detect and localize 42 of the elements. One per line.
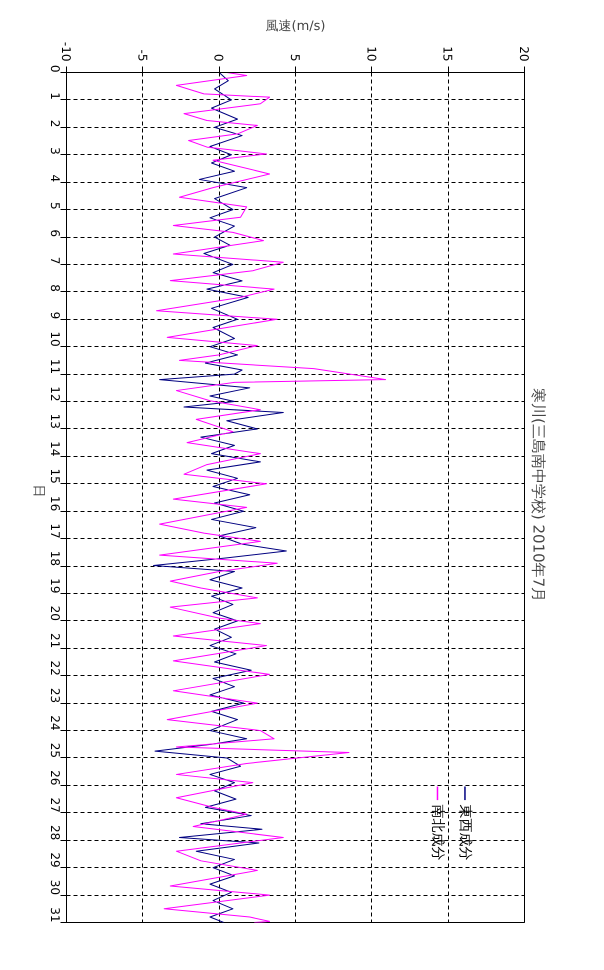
x-axis-title: 風速(m/s) — [266, 18, 326, 34]
y-tick-label: 31 — [48, 907, 62, 923]
x-tick-label: 15 — [440, 46, 455, 62]
x-tick-label: 10 — [364, 46, 378, 62]
y-tick-label: 14 — [48, 441, 62, 456]
y-tick-label: 10 — [48, 331, 62, 347]
y-tick-label: 25 — [48, 742, 62, 758]
y-tick-label: 5 — [48, 202, 62, 210]
x-tick-label: -10 — [59, 42, 73, 62]
y-tick-label: 0 — [48, 64, 62, 73]
x-tick-label: 0 — [212, 54, 226, 62]
text: 寒川(三島南中学校) 2010年7月 — [530, 388, 548, 602]
y-axis-title: 日 — [31, 484, 46, 498]
y-tick-label: 9 — [48, 312, 62, 320]
x-tick-label: 5 — [288, 54, 302, 62]
y-tick-label: 8 — [48, 284, 62, 292]
y-tick-label: 15 — [48, 468, 62, 484]
y-tick-label: 29 — [48, 852, 62, 868]
y-tick-label: 16 — [48, 496, 62, 512]
y-tick-label: 24 — [48, 715, 62, 731]
y-tick-label: 23 — [48, 688, 62, 704]
y-tick-label: 17 — [48, 523, 62, 539]
y-tick-label: 21 — [48, 633, 62, 648]
y-tick-label: 30 — [48, 880, 62, 896]
y-tick-label: 6 — [48, 229, 62, 238]
y-tick-label: 27 — [48, 798, 62, 813]
x-tick-label: -5 — [135, 50, 150, 62]
y-tick-label: 19 — [48, 578, 62, 594]
y-tick-label: 4 — [48, 174, 62, 182]
y-tick-label: 1 — [48, 92, 62, 100]
y-tick-label: 20 — [48, 606, 62, 621]
y-tick-label: 12 — [48, 386, 62, 402]
y-tick-label: 11 — [48, 358, 62, 374]
y-tick-label: 13 — [48, 414, 62, 429]
y-tick-label: 18 — [48, 550, 62, 566]
y-tick-label: 22 — [48, 660, 62, 676]
y-tick-label: 2 — [48, 120, 62, 128]
y-tick-label: 7 — [48, 256, 62, 264]
y-tick-label: 26 — [48, 770, 62, 786]
y-tick-label: 28 — [48, 824, 62, 840]
x-tick-label: 20 — [517, 46, 531, 62]
y-tick-label: 3 — [48, 147, 62, 155]
